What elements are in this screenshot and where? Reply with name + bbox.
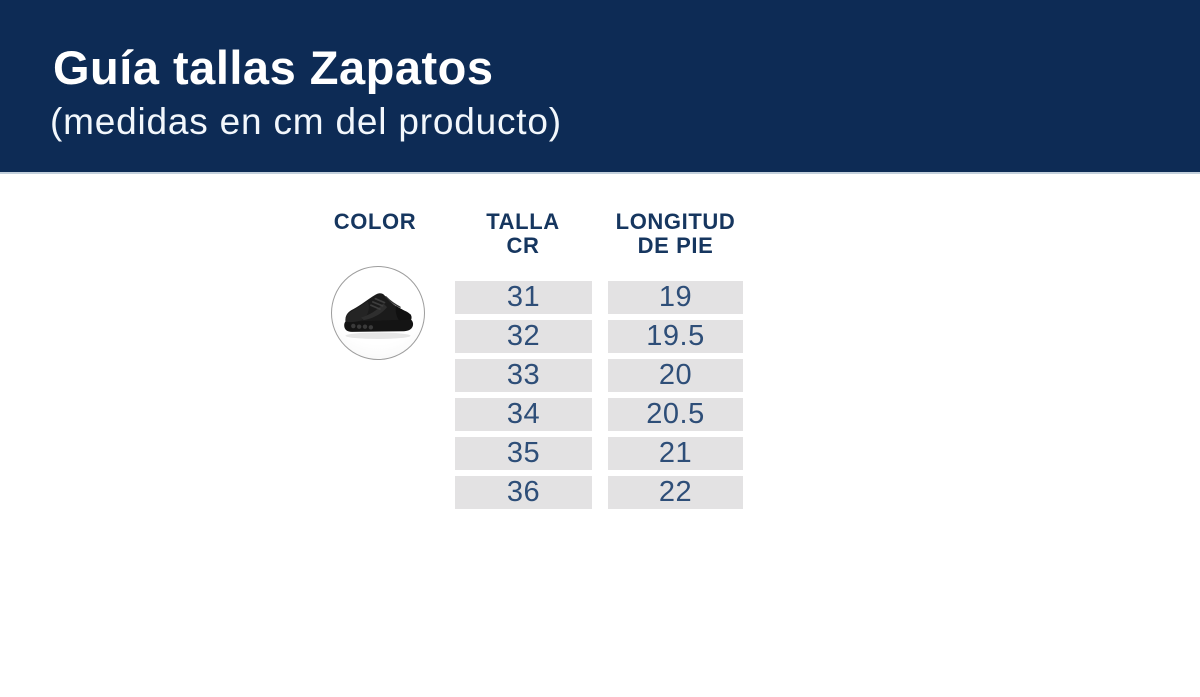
talla-cell: 32: [455, 320, 592, 353]
talla-cell: 33: [455, 359, 592, 392]
column-header-color: COLOR: [333, 209, 417, 234]
longitud-cell: 20.5: [608, 398, 743, 431]
page-title: Guía tallas Zapatos: [53, 41, 494, 94]
table-row: 34 20.5: [455, 398, 743, 431]
column-header-longitud-de-pie: LONGITUD DE PIE: [615, 209, 736, 258]
page-subtitle: (medidas en cm del producto): [50, 101, 562, 142]
column-header-talla-cr: TALLA CR: [486, 209, 560, 258]
talla-cell: 31: [455, 281, 592, 314]
black-sneaker-icon: [344, 293, 414, 339]
talla-cell: 34: [455, 398, 592, 431]
table-row: 36 22: [455, 476, 743, 509]
header-banner: Guía tallas Zapatos (medidas en cm del p…: [0, 0, 1200, 174]
table-row: 35 21: [455, 437, 743, 470]
talla-cell: 36: [455, 476, 592, 509]
longitud-cell: 21: [608, 437, 743, 470]
longitud-cell: 22: [608, 476, 743, 509]
longitud-cell: 19.5: [608, 320, 743, 353]
table-row: 33 20: [455, 359, 743, 392]
product-color-swatch: [331, 266, 425, 360]
size-table-rows: 31 19 32 19.5 33 20 34 20.5 35 21 36 22: [455, 281, 743, 509]
talla-cell: 35: [455, 437, 592, 470]
table-row: 31 19: [455, 281, 743, 314]
longitud-cell: 19: [608, 281, 743, 314]
longitud-cell: 20: [608, 359, 743, 392]
table-row: 32 19.5: [455, 320, 743, 353]
